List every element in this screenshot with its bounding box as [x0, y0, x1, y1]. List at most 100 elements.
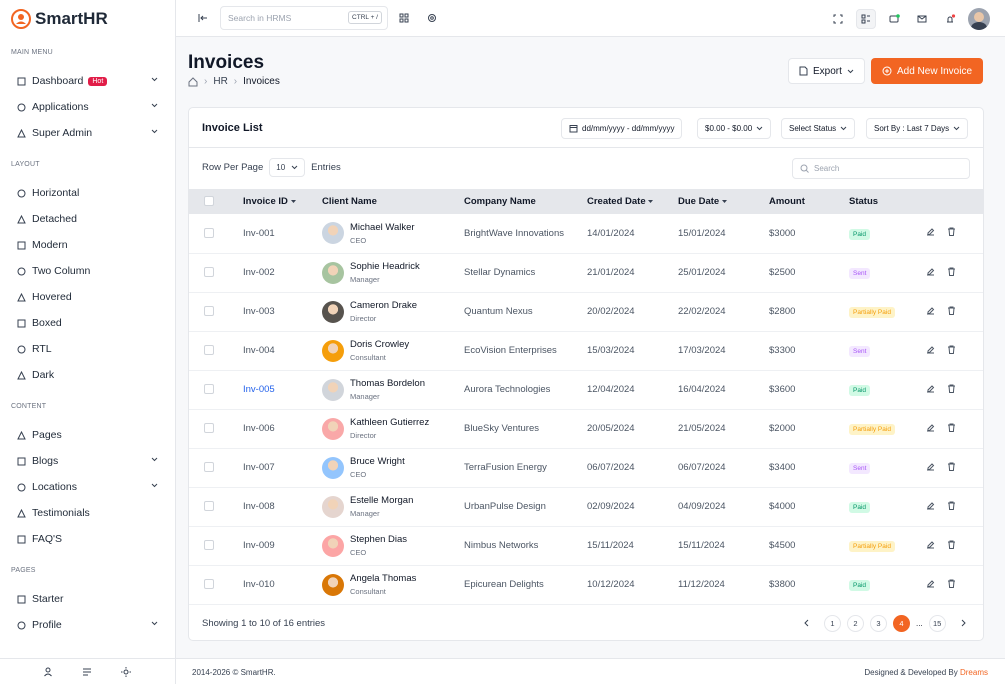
- invoice-id[interactable]: Inv-007: [243, 462, 275, 473]
- edit-button[interactable]: [926, 306, 935, 318]
- client-name[interactable]: Doris Crowley: [350, 339, 410, 350]
- row-checkbox[interactable]: [204, 384, 214, 395]
- notification-button[interactable]: [940, 9, 960, 29]
- menu-item[interactable]: FAQ'S: [0, 526, 175, 552]
- invoice-id[interactable]: Inv-004: [243, 345, 275, 356]
- logo[interactable]: SmartHR: [11, 9, 108, 29]
- theme-icon[interactable]: [120, 666, 131, 677]
- menu-item[interactable]: Profile: [0, 612, 175, 638]
- client-name[interactable]: Cameron Drake: [350, 300, 418, 311]
- table-search[interactable]: Search: [792, 158, 970, 179]
- menu-item[interactable]: Starter: [0, 586, 175, 612]
- select-all-checkbox[interactable]: [204, 196, 214, 207]
- page-button[interactable]: 2: [847, 614, 864, 632]
- row-checkbox[interactable]: [204, 267, 214, 278]
- menu-item[interactable]: Pages: [0, 422, 175, 448]
- users-icon[interactable]: [44, 667, 54, 677]
- delete-button[interactable]: [947, 423, 956, 435]
- row-checkbox[interactable]: [204, 228, 214, 239]
- invoice-id[interactable]: Inv-002: [243, 267, 275, 278]
- invoice-id[interactable]: Inv-006: [243, 423, 275, 434]
- list-icon[interactable]: [82, 667, 92, 677]
- user-avatar[interactable]: [968, 8, 990, 30]
- menu-item[interactable]: Dark: [0, 362, 175, 388]
- amount-filter[interactable]: $0.00 - $0.00: [697, 118, 772, 139]
- status-filter[interactable]: Select Status: [781, 118, 856, 139]
- invoice-id[interactable]: Inv-003: [243, 306, 275, 317]
- delete-button[interactable]: [947, 227, 956, 239]
- settings-icon[interactable]: [427, 13, 437, 23]
- edit-button[interactable]: [926, 501, 935, 513]
- delete-button[interactable]: [947, 579, 956, 591]
- page-button[interactable]: 15: [928, 614, 946, 632]
- credit-link[interactable]: Dreams: [959, 668, 988, 677]
- search-box[interactable]: Search in HRMS CTRL + /: [220, 6, 388, 30]
- edit-button[interactable]: [926, 423, 935, 435]
- invoice-id[interactable]: Inv-005: [243, 384, 275, 395]
- delete-button[interactable]: [947, 462, 956, 474]
- delete-button[interactable]: [947, 384, 956, 396]
- client-name[interactable]: Kathleen Gutierrez: [350, 417, 430, 428]
- menu-item[interactable]: Super Admin: [0, 120, 175, 146]
- invoice-id[interactable]: Inv-008: [243, 501, 275, 512]
- header-cell[interactable]: Invoice ID: [242, 189, 321, 214]
- edit-button[interactable]: [926, 227, 935, 239]
- menu-item[interactable]: Testimonials: [0, 500, 175, 526]
- collapse-icon[interactable]: [198, 13, 208, 23]
- client-name[interactable]: Thomas Bordelon: [350, 378, 425, 389]
- client-name[interactable]: Michael Walker: [350, 221, 415, 233]
- rows-select[interactable]: 10: [269, 158, 306, 177]
- prev-page[interactable]: [803, 614, 810, 632]
- row-checkbox[interactable]: [204, 501, 214, 512]
- menu-item[interactable]: Hovered: [0, 284, 175, 310]
- header-cell[interactable]: Due Date: [677, 189, 768, 214]
- menu-item[interactable]: Detached: [0, 206, 175, 232]
- invoice-id[interactable]: Inv-010: [243, 579, 275, 590]
- apps-icon[interactable]: [399, 13, 409, 23]
- page-button[interactable]: 1: [824, 614, 841, 632]
- menu-item[interactable]: Dashboard Hot: [0, 68, 175, 94]
- menu-item[interactable]: RTL: [0, 336, 175, 362]
- menu-item[interactable]: Horizontal: [0, 180, 175, 206]
- chat-button[interactable]: [884, 9, 904, 29]
- next-page[interactable]: [960, 614, 967, 632]
- edit-button[interactable]: [926, 540, 935, 552]
- add-invoice-button[interactable]: Add New Invoice: [871, 58, 983, 84]
- edit-button[interactable]: [926, 579, 935, 591]
- client-name[interactable]: Stephen Dias: [350, 534, 408, 545]
- page-button[interactable]: 4: [893, 614, 910, 632]
- client-name[interactable]: Sophie Headrick: [350, 261, 420, 272]
- menu-item[interactable]: Locations: [0, 474, 175, 500]
- invoice-id[interactable]: Inv-009: [243, 540, 275, 551]
- page-button[interactable]: 3: [870, 614, 887, 632]
- menu-item[interactable]: Modern: [0, 232, 175, 258]
- delete-button[interactable]: [947, 267, 956, 279]
- sort-filter[interactable]: Sort By : Last 7 Days: [866, 118, 969, 139]
- menu-item[interactable]: Blogs: [0, 448, 175, 474]
- delete-button[interactable]: [947, 501, 956, 513]
- delete-button[interactable]: [947, 345, 956, 357]
- breadcrumb-link[interactable]: HR: [213, 76, 228, 87]
- layout-button[interactable]: [856, 9, 876, 29]
- home-icon[interactable]: [188, 76, 198, 87]
- edit-button[interactable]: [926, 384, 935, 396]
- delete-button[interactable]: [947, 540, 956, 552]
- row-checkbox[interactable]: [204, 423, 214, 434]
- edit-button[interactable]: [926, 345, 935, 357]
- date-filter[interactable]: dd/mm/yyyy - dd/mm/yyyy: [561, 118, 683, 139]
- edit-button[interactable]: [926, 462, 935, 474]
- delete-button[interactable]: [947, 306, 956, 318]
- menu-item[interactable]: Applications: [0, 94, 175, 120]
- row-checkbox[interactable]: [204, 579, 214, 590]
- export-button[interactable]: Export: [788, 58, 865, 84]
- row-checkbox[interactable]: [204, 345, 214, 356]
- invoice-id[interactable]: Inv-001: [243, 227, 275, 239]
- row-checkbox[interactable]: [204, 306, 214, 317]
- edit-button[interactable]: [926, 267, 935, 279]
- client-name[interactable]: Estelle Morgan: [350, 495, 414, 506]
- fullscreen-button[interactable]: [828, 9, 848, 29]
- client-name[interactable]: Angela Thomas: [350, 573, 417, 584]
- menu-item[interactable]: Boxed: [0, 310, 175, 336]
- header-cell[interactable]: Created Date: [586, 189, 677, 214]
- mail-button[interactable]: [912, 9, 932, 29]
